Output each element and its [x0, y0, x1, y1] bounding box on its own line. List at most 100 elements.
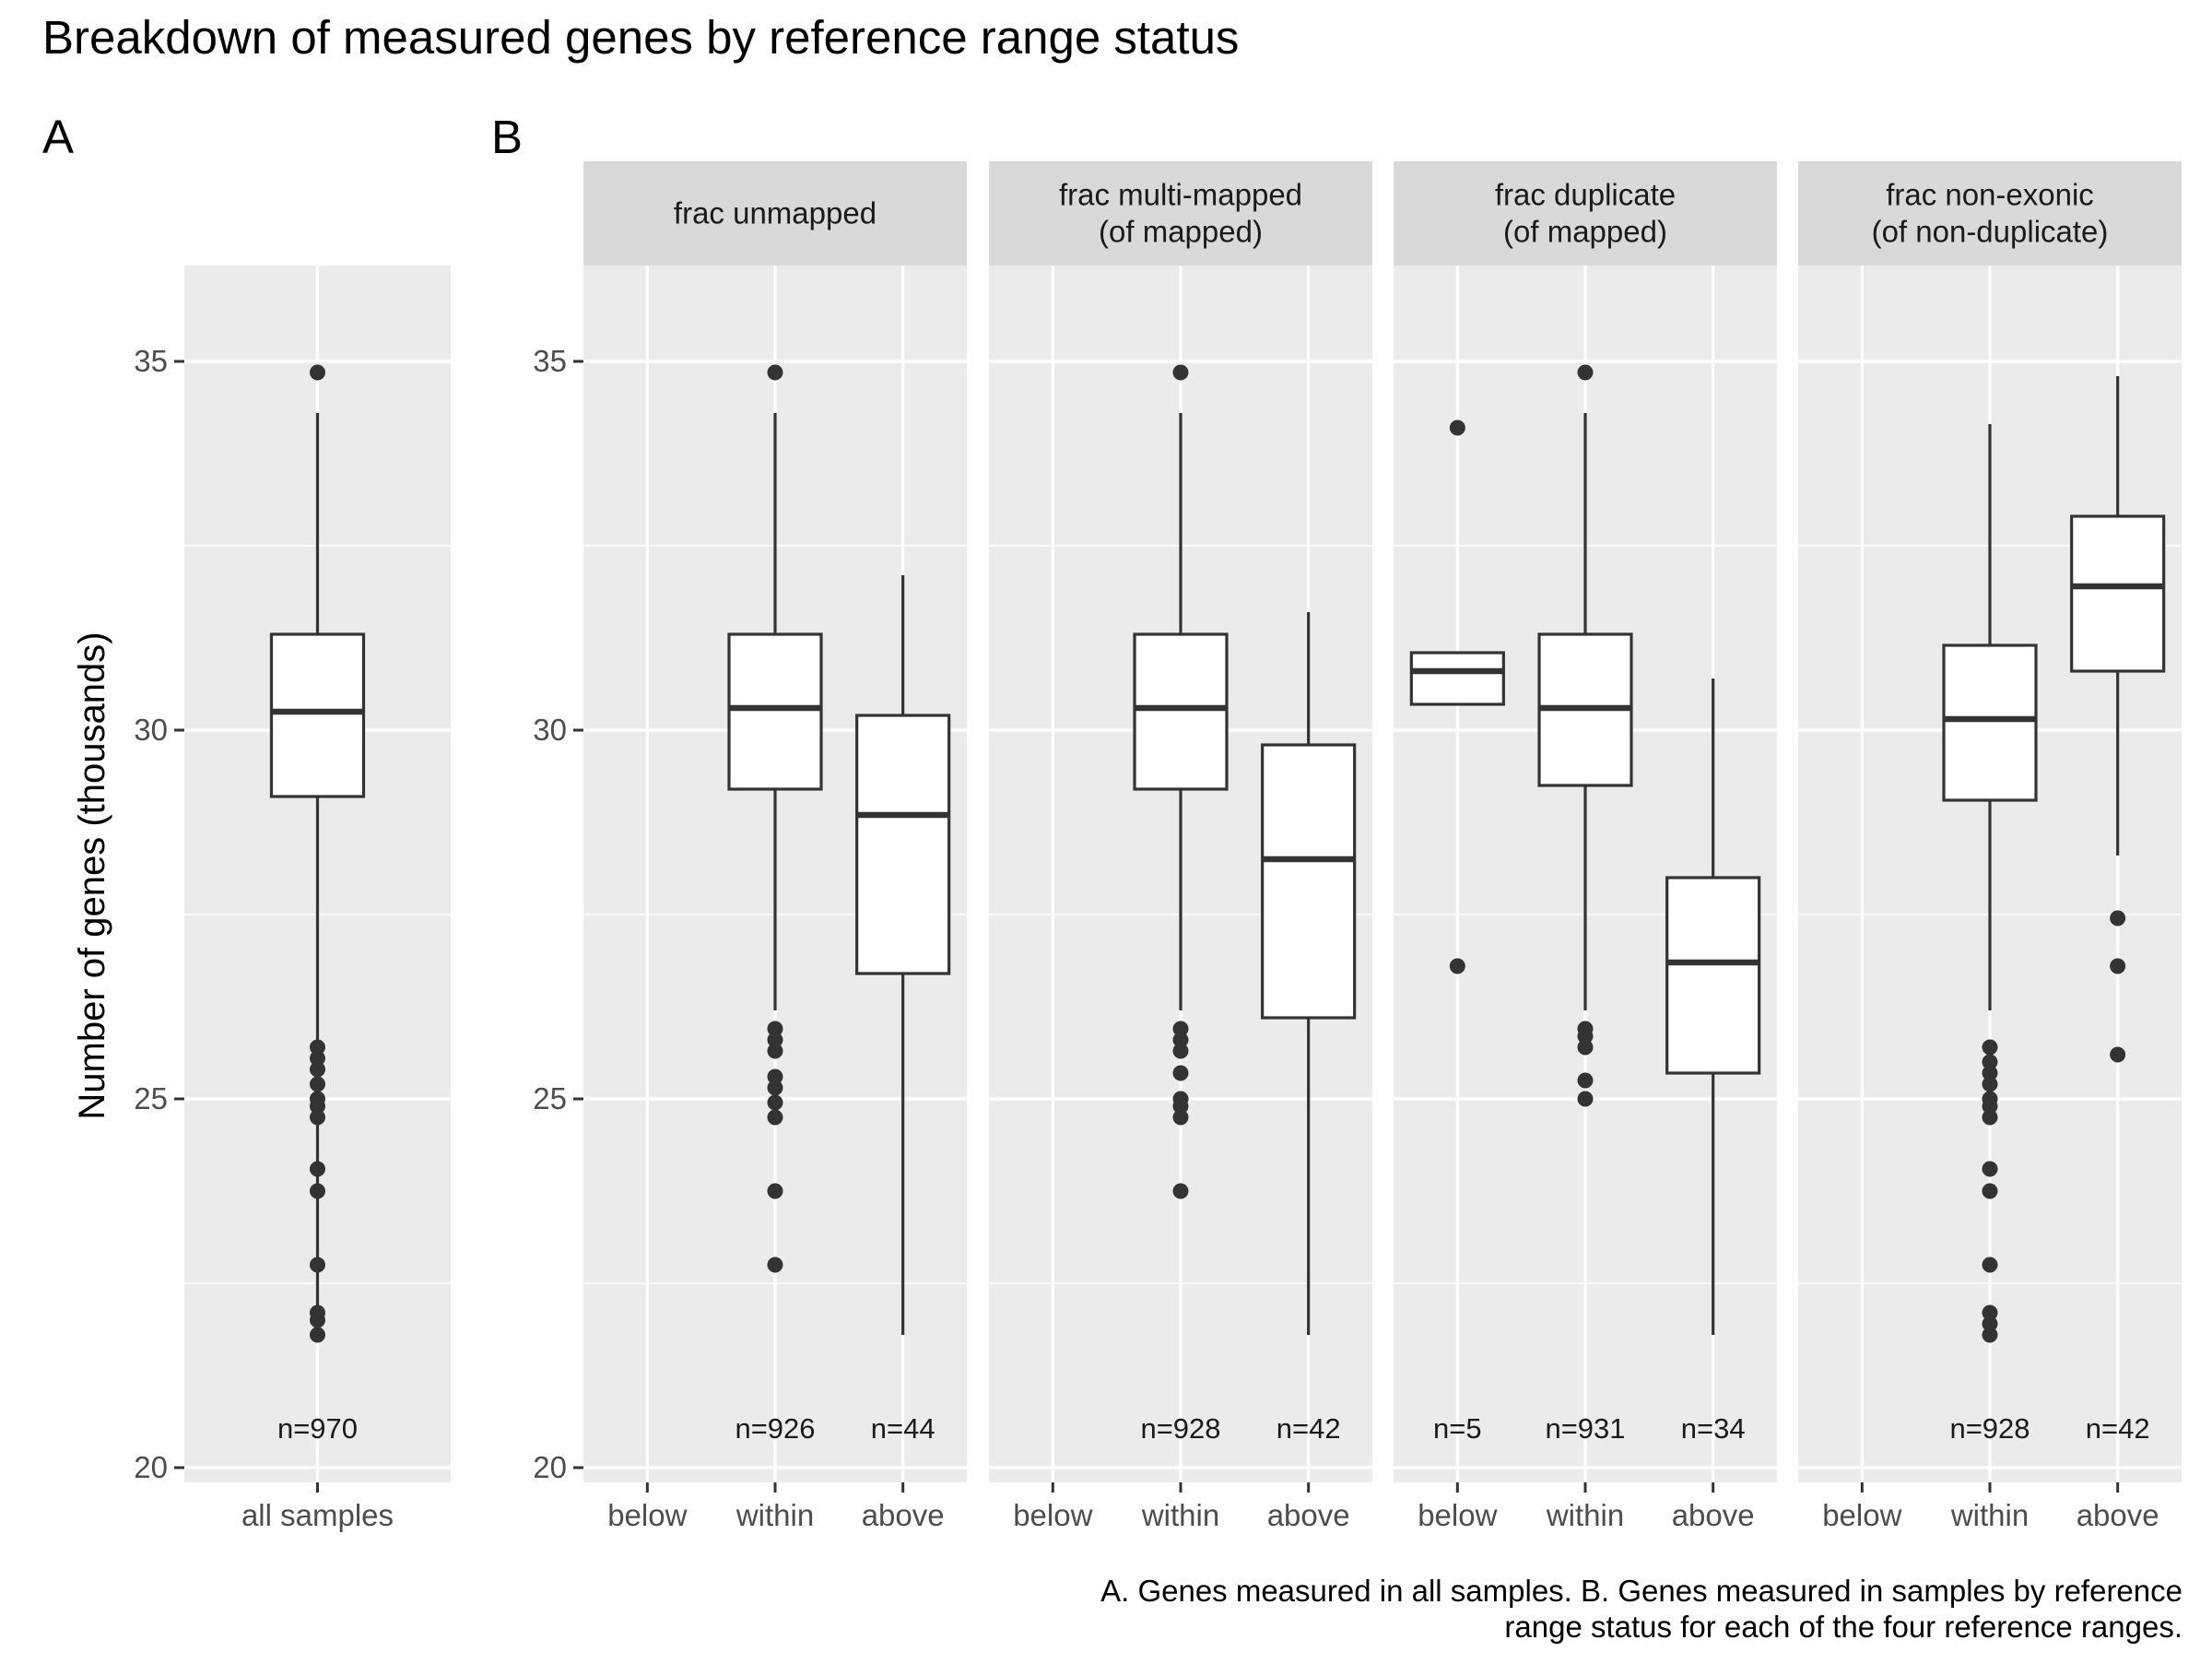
facet-2-x-tick-label: within [1141, 1498, 1219, 1532]
box-facet-2-within-iqr-rect [1133, 632, 1229, 791]
figure-title: Breakdown of measured genes by reference… [42, 11, 1239, 64]
box-facet-2-within-n-label: n=928 [1140, 1412, 1220, 1445]
box-facet-1-above: n=44 [855, 575, 951, 1445]
box-facet-4-above: n=42 [2070, 376, 2166, 1445]
facet-1-x-tick-label: below [607, 1498, 687, 1532]
box-facet-4-within-outlier-point [1982, 1327, 1998, 1343]
facet-1-strip [583, 161, 967, 266]
facet-4-x-tick-label: below [1822, 1498, 1901, 1532]
box-panel-a-all samples-outlier-point [310, 1098, 325, 1115]
box-facet-1-within-n-label: n=926 [735, 1412, 815, 1445]
box-panel-a-all samples-outlier-point [310, 1076, 325, 1092]
facet-1-y-tick-label: 25 [533, 1081, 567, 1115]
box-facet-3-above-iqr-rect [1665, 876, 1761, 1075]
panel-tag-a: A [42, 111, 74, 163]
box-facet-1-within-outlier-point [767, 1257, 783, 1273]
box-facet-3-within-outlier-point [1577, 1028, 1594, 1044]
panel-a-x-tick-label: all samples [241, 1498, 394, 1532]
facet-1-x-tick-label: above [862, 1498, 945, 1532]
box-facet-1-within-outlier-point [767, 1109, 783, 1126]
box-facet-1-within-outlier-point [767, 1080, 783, 1096]
box-panel-a-all samples-outlier-point [310, 1312, 325, 1328]
facet-2-strip [989, 161, 1372, 266]
y-axis-title: Number of genes (thousands) [72, 631, 112, 1119]
box-facet-4-within-outlier-point [1982, 1039, 1998, 1056]
box-facet-3-within-n-label: n=931 [1545, 1412, 1625, 1445]
box-facet-2-within-outlier-point [1172, 364, 1189, 381]
box-facet-4-within-iqr-rect [1942, 643, 2038, 802]
box-facet-2-within-outlier-point [1172, 1098, 1189, 1115]
facet-2-strip-label: frac multi-mapped [1059, 178, 1302, 212]
facet-4-x-tick-label: above [2077, 1498, 2159, 1532]
box-facet-4-within-outlier-point [1982, 1183, 1998, 1199]
box-facet-1-within-outlier-point [767, 1032, 783, 1048]
panel-a-y-tick-label: 25 [134, 1081, 168, 1115]
facet-3-x-tick-label: within [1546, 1498, 1624, 1532]
box-panel-a-all samples-outlier-point [310, 1109, 325, 1126]
box-panel-a-all samples-outlier-point [310, 1327, 325, 1343]
box-facet-3-within-outlier-point [1577, 1091, 1594, 1107]
box-facet-2-above: n=42 [1261, 612, 1357, 1445]
box-facet-4-within-outlier-point [1982, 1109, 1998, 1126]
box-facet-3-within-outlier-point [1577, 1039, 1594, 1056]
box-facet-4-within-outlier-point [1982, 1257, 1998, 1273]
facet-1-y-tick-label: 30 [533, 713, 567, 747]
box-panel-a-all samples-n-label: n=970 [277, 1412, 358, 1445]
box-facet-2-within-outlier-point [1172, 1032, 1189, 1048]
box-facet-3-above-n-label: n=34 [1681, 1412, 1746, 1445]
box-panel-a-all samples-outlier-point [310, 1183, 325, 1199]
box-facet-4-above-outlier-point [2110, 958, 2126, 974]
panel-tag-b: B [491, 111, 523, 163]
box-facet-4-above-n-label: n=42 [2086, 1412, 2150, 1445]
facet-1-strip-label: frac unmapped [674, 196, 877, 230]
facet-1-x-tick-label: within [735, 1498, 814, 1532]
box-facet-4-within-outlier-point [1982, 1098, 1998, 1115]
facet-1-y-tick-label: 35 [533, 344, 567, 378]
box-facet-3-below: n=5 [1409, 419, 1505, 1445]
box-facet-3-within-outlier-point [1577, 1072, 1594, 1089]
box-panel-a-all samples-outlier-point [310, 1161, 325, 1177]
box-facet-2-within: n=928 [1133, 364, 1229, 1445]
box-facet-4-within-outlier-point [1982, 1304, 1998, 1321]
facet-3-strip [1394, 161, 1777, 266]
box-facet-3-within-outlier-point [1577, 364, 1594, 381]
caption-line-2: range status for each of the four refere… [1504, 1610, 2183, 1644]
box-facet-3-below-n-label: n=5 [1433, 1412, 1482, 1445]
facet-2-x-tick-label: below [1013, 1498, 1092, 1532]
box-facet-4-within-outlier-point [1982, 1065, 1998, 1081]
box-facet-3-below-outlier-point [1449, 958, 1465, 974]
facet-2-strip-label: (of mapped) [1099, 215, 1263, 249]
box-facet-3-above: n=34 [1665, 679, 1761, 1445]
facet-4-strip-label: frac non-exonic [1886, 178, 2094, 212]
box-facet-4-within-outlier-point [1982, 1316, 1998, 1332]
box-facet-2-within-outlier-point [1172, 1021, 1189, 1037]
box-facet-2-within-outlier-point [1172, 1183, 1189, 1199]
box-facet-4-within-n-label: n=928 [1949, 1412, 2030, 1445]
box-facet-4-above-outlier-point [2110, 910, 2126, 926]
facet-3-x-tick-label: above [1672, 1498, 1755, 1532]
box-facet-4-within: n=928 [1942, 424, 2038, 1445]
box-facet-4-within-outlier-point [1982, 1076, 1998, 1092]
box-panel-a-all samples-outlier-point [310, 1050, 325, 1067]
facet-2-x-tick-label: above [1267, 1498, 1350, 1532]
box-facet-2-above-iqr-rect [1261, 743, 1357, 1020]
panel-a-y-tick-label: 30 [134, 713, 168, 747]
box-facet-3-below-iqr-rect [1409, 651, 1505, 706]
box-panel-a-all samples-outlier-point [310, 364, 325, 381]
box-facet-1-within-iqr-rect [727, 632, 823, 791]
box-panel-a-all samples-outlier-point [310, 1061, 325, 1078]
box-facet-2-within-outlier-point [1172, 1109, 1189, 1126]
box-facet-4-within-outlier-point [1982, 1054, 1998, 1070]
facet-4-strip [1798, 161, 2182, 266]
facet-3-strip-label: frac duplicate [1495, 178, 1676, 212]
caption-line-1: A. Genes measured in all samples. B. Gen… [1100, 1574, 2183, 1608]
box-panel-a-all samples: n=970 [269, 364, 366, 1445]
plot-layer: 20 25 30 35 n=970 all samples 20 25 30 35 frac unm… [134, 161, 2182, 1532]
box-panel-a-all samples-outlier-point [310, 1039, 325, 1056]
facet-3-x-tick-label: below [1418, 1498, 1497, 1532]
box-facet-4-within-outlier-point [1982, 1161, 1998, 1177]
facet-1-y-tick-label: 20 [533, 1450, 567, 1484]
facet-3-strip-label: (of mapped) [1503, 215, 1667, 249]
box-panel-a-all samples-iqr-rect [269, 632, 366, 798]
